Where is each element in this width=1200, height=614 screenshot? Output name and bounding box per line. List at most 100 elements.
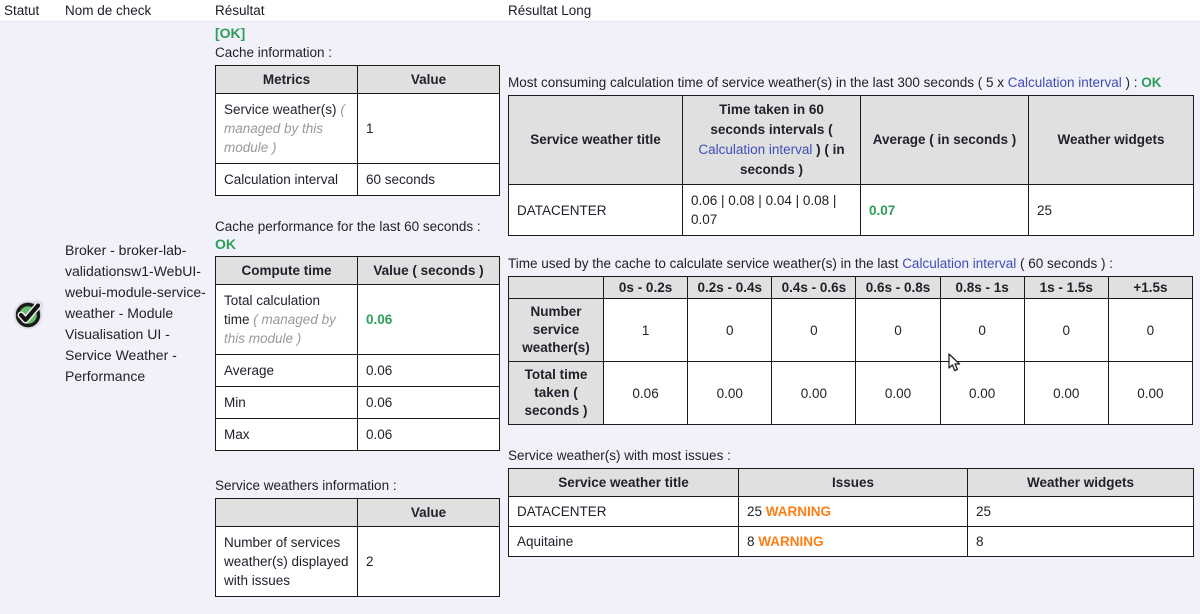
check-name: Broker - broker-lab-validationsw1-WebUI-…	[65, 242, 206, 384]
table-row: Service weather(s) ( managed by this mod…	[215, 93, 500, 164]
service-weather-title-cell: DATACENTER	[508, 496, 739, 527]
calculation-interval-link[interactable]: Calculation interval	[1007, 75, 1122, 90]
calculation-interval-link[interactable]: Calculation interval	[902, 256, 1017, 271]
bucket-value-cell: 0.00	[687, 361, 773, 425]
widgets-cell: 25	[1028, 184, 1194, 236]
table-row: Min 0.06	[215, 386, 500, 419]
cache-perf-status: OK	[215, 236, 236, 252]
table-row: Total time taken ( seconds ) 0.06 0.00 0…	[508, 361, 1194, 425]
bucket-value-cell: 0	[771, 298, 857, 362]
bucket-header-empty	[508, 276, 604, 299]
warning-status: WARNING	[765, 504, 832, 519]
metric-label-cell: Average	[215, 354, 358, 387]
col-weather-widgets: Weather widgets	[967, 468, 1194, 497]
col-time-taken: Time taken in 60 seconds intervals ( Cal…	[682, 95, 861, 185]
issues-cell: 25 WARNING	[738, 496, 968, 527]
bucket-header: 0.6s - 0.8s	[855, 276, 941, 299]
column-header-nom-de-check: Nom de check	[65, 3, 152, 18]
metric-value-cell: 0.06	[357, 386, 500, 419]
cache-perf-table: Compute time Value ( seconds ) Total cal…	[215, 256, 500, 451]
column-header-resultat: Résultat	[215, 3, 265, 18]
metric-label-cell: Total calculation time ( managed by this…	[215, 284, 358, 355]
bucket-value-cell: 0	[687, 298, 773, 362]
widgets-cell: 8	[967, 526, 1194, 557]
resultat-long-column: Most consuming calculation time of servi…	[508, 22, 1194, 557]
cache-time-intro: Time used by the cache to calculate serv…	[508, 255, 1194, 273]
metric-label-cell: Service weather(s) ( managed by this mod…	[215, 93, 358, 164]
cache-time-histogram-table: 0s - 0.2s 0.2s - 0.4s 0.4s - 0.6s 0.6s -…	[508, 276, 1194, 425]
widgets-cell: 25	[967, 496, 1194, 527]
col-service-weather-title: Service weather title	[508, 95, 683, 185]
most-consuming-table: Service weather title Time taken in 60 s…	[508, 95, 1194, 236]
intro-text: ( 60 seconds ) :	[1016, 256, 1114, 271]
issues-count: 25	[747, 504, 766, 519]
cache-info-col-metrics: Metrics	[215, 65, 358, 94]
table-header-row: Statut Nom de check Résultat Résultat Lo…	[0, 0, 1200, 21]
table-row: DATACENTER 25 WARNING 25	[508, 496, 1194, 527]
table-row: Calculation interval 60 seconds	[215, 163, 500, 196]
intro-text: ) :	[1121, 75, 1142, 90]
most-consuming-intro: Most consuming calculation time of servi…	[508, 74, 1194, 92]
cache-info-title: Cache information :	[215, 45, 333, 60]
mouse-cursor	[948, 353, 961, 372]
check-result-row: Broker - broker-lab-validationsw1-WebUI-…	[0, 21, 1200, 614]
weathers-info-col-empty	[215, 498, 358, 527]
table-row: Number of services weather(s) displayed …	[215, 526, 500, 597]
col-service-weather-title: Service weather title	[508, 468, 739, 497]
table-row: Number service weather(s) 1 0 0 0 0 0 0	[508, 298, 1194, 362]
col-issues: Issues	[738, 468, 968, 497]
bucket-value-cell: 0.00	[855, 361, 941, 425]
status-cell	[13, 298, 45, 330]
bucket-value-cell: 0	[1023, 298, 1109, 362]
most-issues-title: Service weather(s) with most issues :	[508, 448, 731, 463]
table-row: Total calculation time ( managed by this…	[215, 284, 500, 355]
metric-note: ( managed by this module )	[224, 312, 336, 346]
weathers-info-title: Service weathers information :	[215, 478, 397, 493]
issues-cell: 8 WARNING	[738, 526, 968, 557]
row-header-total-time-taken: Total time taken ( seconds )	[508, 361, 604, 425]
metric-value-cell: 1	[357, 93, 500, 164]
green-check-icon	[15, 302, 42, 328]
cache-perf-col-compute-time: Compute time	[215, 256, 358, 285]
calculation-interval-link[interactable]: Calculation interval	[698, 142, 813, 157]
bucket-header: 0.2s - 0.4s	[687, 276, 773, 299]
cache-perf-col-value: Value ( seconds )	[357, 256, 500, 285]
bucket-value-cell: 0.00	[771, 361, 857, 425]
most-issues-table: Service weather title Issues Weather wid…	[508, 468, 1194, 557]
intro-status: OK	[1141, 75, 1162, 90]
col-time-taken-text: ) ( in seconds )	[739, 142, 845, 177]
weathers-info-col-value: Value	[357, 498, 500, 527]
metric-label-cell: Max	[215, 418, 358, 451]
metric-value-cell: 0.06	[357, 418, 500, 451]
status-badge: [OK]	[215, 25, 246, 41]
bucket-header: 0.4s - 0.6s	[771, 276, 857, 299]
column-header-resultat-long: Résultat Long	[508, 3, 592, 18]
average-cell: 0.07	[860, 184, 1029, 236]
cache-info-table: Metrics Value Service weather(s) ( manag…	[215, 65, 500, 196]
metric-value-cell: 2	[357, 526, 500, 597]
row-header-number-service-weathers: Number service weather(s)	[508, 298, 604, 362]
table-row: DATACENTER 0.06 | 0.08 | 0.04 | 0.08 | 0…	[508, 184, 1194, 236]
metric-value-cell: 60 seconds	[357, 163, 500, 196]
col-time-taken-text: Time taken in 60 seconds intervals (	[710, 102, 833, 137]
bucket-value-cell: 0.06	[602, 361, 689, 425]
col-average: Average ( in seconds )	[860, 95, 1029, 185]
intro-text: Most consuming calculation time of servi…	[508, 75, 1008, 90]
metric-value-cell: 0.06	[357, 284, 500, 355]
metric-label: Service weather(s)	[224, 102, 337, 117]
bucket-header: 0s - 0.2s	[602, 276, 689, 299]
service-weather-title-cell: DATACENTER	[508, 184, 683, 236]
bucket-header: 0.8s - 1s	[939, 276, 1025, 299]
cache-info-col-value: Value	[357, 65, 500, 94]
warning-status: WARNING	[758, 534, 824, 549]
metric-label: Total calculation time	[224, 293, 321, 327]
bucket-header: +1.5s	[1107, 276, 1194, 299]
metric-label-cell: Min	[215, 386, 358, 419]
table-row: Max 0.06	[215, 418, 500, 451]
bucket-value-cell: 0.00	[939, 361, 1025, 425]
cache-perf-title: Cache performance for the last 60 second…	[215, 219, 481, 234]
bucket-value-cell: 1	[602, 298, 689, 362]
bucket-value-cell: 0.00	[1023, 361, 1109, 425]
col-weather-widgets: Weather widgets	[1028, 95, 1194, 185]
weathers-info-table: Value Number of services weather(s) disp…	[215, 498, 500, 597]
